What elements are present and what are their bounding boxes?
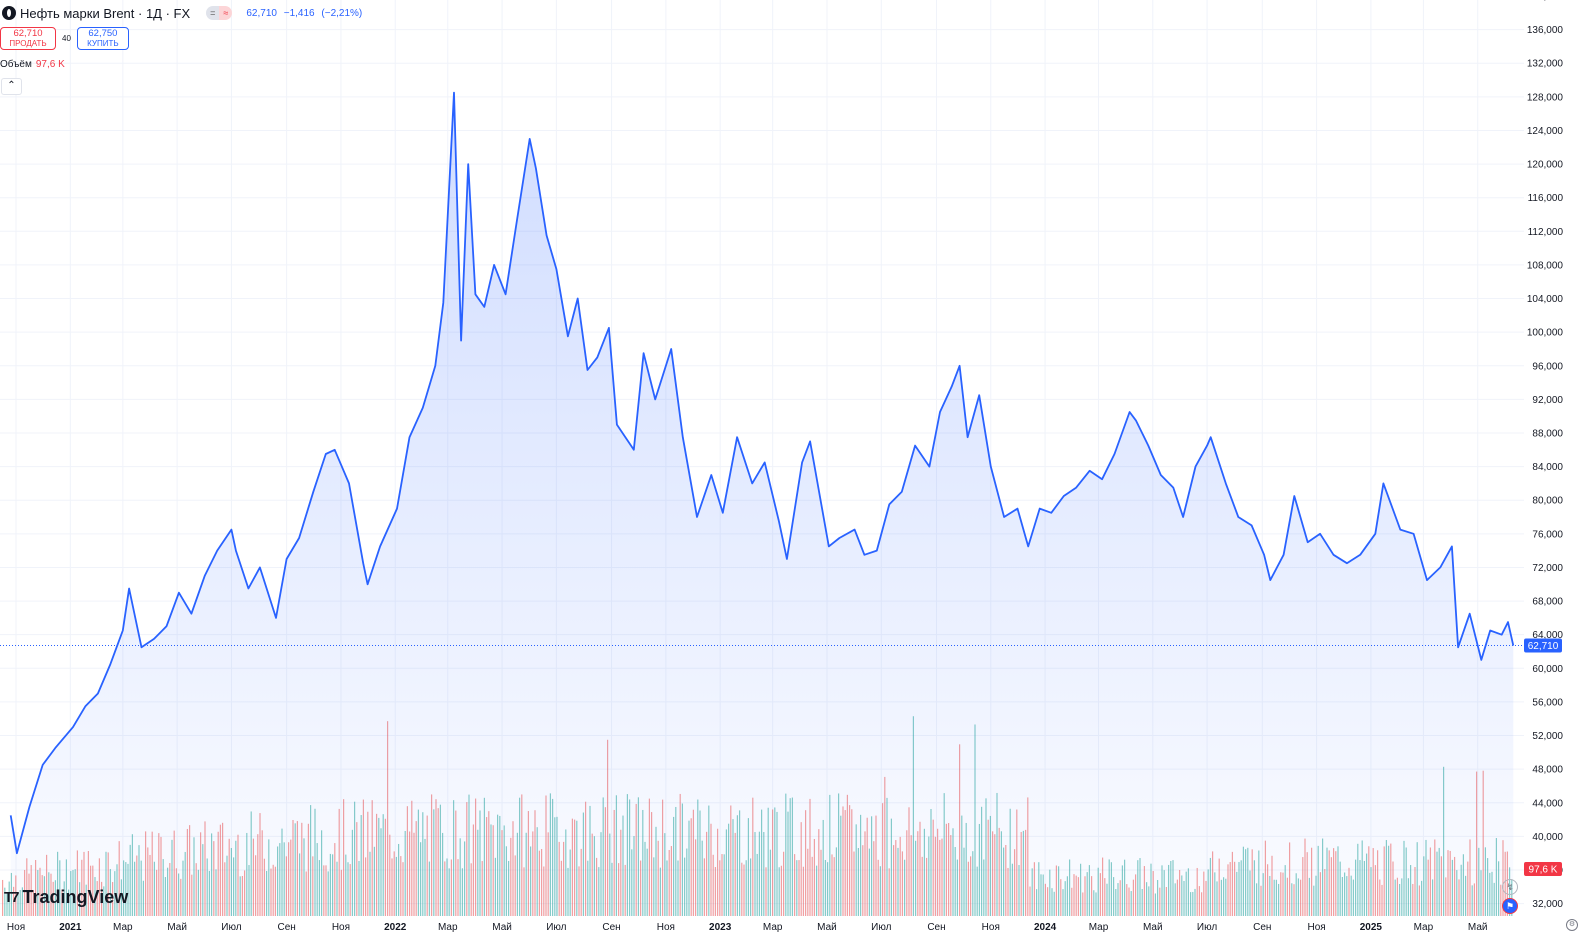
flag-icon[interactable]: ⚑ bbox=[1502, 898, 1518, 914]
x-tick-label: Май bbox=[1143, 922, 1163, 933]
y-tick-label: 100,000 bbox=[1527, 328, 1564, 339]
sell-button[interactable]: 62,710 ПРОДАТЬ bbox=[0, 27, 56, 50]
tradingview-logo[interactable]: T7 TradingView bbox=[4, 887, 128, 908]
y-tick-label: 52,000 bbox=[1532, 731, 1563, 742]
y-tick-label: 60,000 bbox=[1532, 664, 1563, 675]
x-tick-label: Мар bbox=[438, 922, 458, 933]
change-abs: −1,416 bbox=[283, 7, 315, 19]
x-tick-label: Июл bbox=[546, 922, 566, 933]
y-tick-label: 48,000 bbox=[1532, 765, 1563, 776]
y-tick-label: 64,000 bbox=[1532, 630, 1563, 641]
y-tick-label: 68,000 bbox=[1532, 597, 1563, 608]
x-tick-label: Мар bbox=[1414, 922, 1434, 933]
y-tick-label: 124,000 bbox=[1527, 126, 1564, 137]
volume-bar bbox=[8, 881, 10, 916]
x-tick-label: 2023 bbox=[709, 922, 732, 933]
x-tick-label: Сен bbox=[602, 922, 620, 933]
y-tick-label: 108,000 bbox=[1527, 260, 1564, 271]
volume-tag-label: 97,6 K bbox=[1529, 865, 1558, 876]
y-tick-label: 120,000 bbox=[1527, 160, 1564, 171]
y-tick-label: 32,000 bbox=[1532, 899, 1563, 910]
y-tick-label: 44,000 bbox=[1532, 798, 1563, 809]
x-tick-label: 2024 bbox=[1034, 922, 1057, 933]
volume-tag bbox=[1524, 862, 1562, 876]
y-tick-label: 132,000 bbox=[1527, 59, 1564, 70]
x-tick-label: Ноя bbox=[657, 922, 675, 933]
collapse-button[interactable]: ⌃ bbox=[1, 78, 22, 95]
tradingview-name: TradingView bbox=[22, 887, 129, 907]
price-area-fill bbox=[10, 92, 1514, 917]
x-tick-label: 2022 bbox=[384, 922, 407, 933]
volume-label: Объём bbox=[0, 59, 32, 70]
x-tick-label: Июл bbox=[1197, 922, 1217, 933]
y-tick-label: 96,000 bbox=[1532, 361, 1563, 372]
trade-panel: 62,710 ПРОДАТЬ 40 62,750 КУПИТЬ bbox=[0, 27, 129, 50]
last-value: 62,710 bbox=[246, 7, 277, 19]
x-tick-label: 2021 bbox=[59, 922, 82, 933]
volume-bar bbox=[4, 887, 6, 916]
price-area bbox=[0, 91, 1524, 917]
change-pct: (−2,21%) bbox=[321, 7, 363, 19]
volume-bar bbox=[2, 879, 4, 916]
y-tick-label: 84,000 bbox=[1532, 462, 1563, 473]
x-tick-label: Ноя bbox=[982, 922, 1000, 933]
x-tick-label: Сен bbox=[277, 922, 295, 933]
x-tick-label: Мар bbox=[763, 922, 783, 933]
volume-value: 97,6 K bbox=[35, 59, 65, 70]
x-tick-label: Ноя bbox=[332, 922, 350, 933]
sell-price: 62,710 bbox=[13, 28, 43, 39]
axis-tags: 62,710 97,6 K bbox=[1524, 638, 1562, 876]
buy-label: КУПИТЬ bbox=[87, 39, 119, 48]
status-pill-right: ≈ bbox=[219, 6, 233, 20]
x-tick-label: Июл bbox=[871, 922, 891, 933]
y-tick-label: 88,000 bbox=[1532, 428, 1563, 439]
x-tick-label: Май bbox=[492, 922, 512, 933]
volume-legend[interactable]: Объём 97,6 K bbox=[0, 59, 65, 70]
y-tick-label: 112,000 bbox=[1528, 227, 1564, 238]
y-tick-label: 56,000 bbox=[1532, 697, 1563, 708]
y-tick-label: 116,000 bbox=[1528, 193, 1564, 204]
x-tick-label: Июл bbox=[221, 922, 241, 933]
y-tick-label: 136,000 bbox=[1527, 25, 1564, 36]
y-tick-label: 40,000 bbox=[1532, 832, 1563, 843]
x-tick-label: Май bbox=[817, 922, 837, 933]
x-tick-label: Сен bbox=[1253, 922, 1271, 933]
last-price-tag-label: 62,710 bbox=[1528, 641, 1559, 652]
y-tick-label: 128,000 bbox=[1527, 92, 1564, 103]
status-pill-left: = bbox=[206, 6, 220, 20]
x-tick-label: Май bbox=[1468, 922, 1488, 933]
y-tick-label: 92,000 bbox=[1532, 395, 1563, 406]
y-tick-label: 72,000 bbox=[1532, 563, 1563, 574]
time-axis[interactable]: Ноя 2021 Мар Май Июл Сен Ноя 2022 Мар Май Июл Сен Но… bbox=[7, 922, 1488, 933]
sell-label: ПРОДАТЬ bbox=[9, 39, 47, 48]
price-line bbox=[9, 91, 1515, 855]
symbol-logo-icon bbox=[2, 6, 16, 20]
quote-values: 62,710 −1,416 (−2,21%) bbox=[246, 8, 366, 19]
x-tick-label: Ноя bbox=[1307, 922, 1325, 933]
spread-value: 40 bbox=[62, 34, 71, 43]
y-tick-label: 140,000 bbox=[1527, 0, 1564, 3]
x-tick-label: Мар bbox=[113, 922, 133, 933]
market-status-pill[interactable]: = ≈ bbox=[206, 6, 233, 20]
volume-bar bbox=[6, 892, 8, 916]
buy-button[interactable]: 62,750 КУПИТЬ bbox=[76, 27, 129, 50]
buy-price: 62,750 bbox=[88, 28, 118, 39]
x-tick-label: Ноя bbox=[7, 922, 25, 933]
x-tick-label: Май bbox=[167, 922, 187, 933]
y-tick-label: 76,000 bbox=[1532, 529, 1563, 540]
chart-header: Нефть марки Brent · 1Д · FX = ≈ 62,710 −… bbox=[0, 4, 366, 22]
last-price-tag bbox=[1524, 638, 1562, 653]
y-tick-label: 80,000 bbox=[1532, 496, 1563, 507]
lightning-icon[interactable]: ↯ bbox=[1502, 879, 1518, 895]
chevron-up-icon: ⌃ bbox=[7, 80, 16, 91]
x-tick-label: 2025 bbox=[1360, 922, 1383, 933]
x-tick-label: Мар bbox=[1089, 922, 1109, 933]
symbol-title[interactable]: Нефть марки Brent · 1Д · FX bbox=[20, 5, 191, 21]
y-tick-label: 104,000 bbox=[1527, 294, 1564, 305]
x-tick-label: Сен bbox=[927, 922, 945, 933]
tradingview-mark-icon: T7 bbox=[4, 889, 19, 906]
settings-icon[interactable]: ⚙ bbox=[1566, 919, 1578, 931]
price-axis[interactable]: 140,000 136,000 132,000 128,000 124,000 120,0… bbox=[1527, 0, 1564, 910]
